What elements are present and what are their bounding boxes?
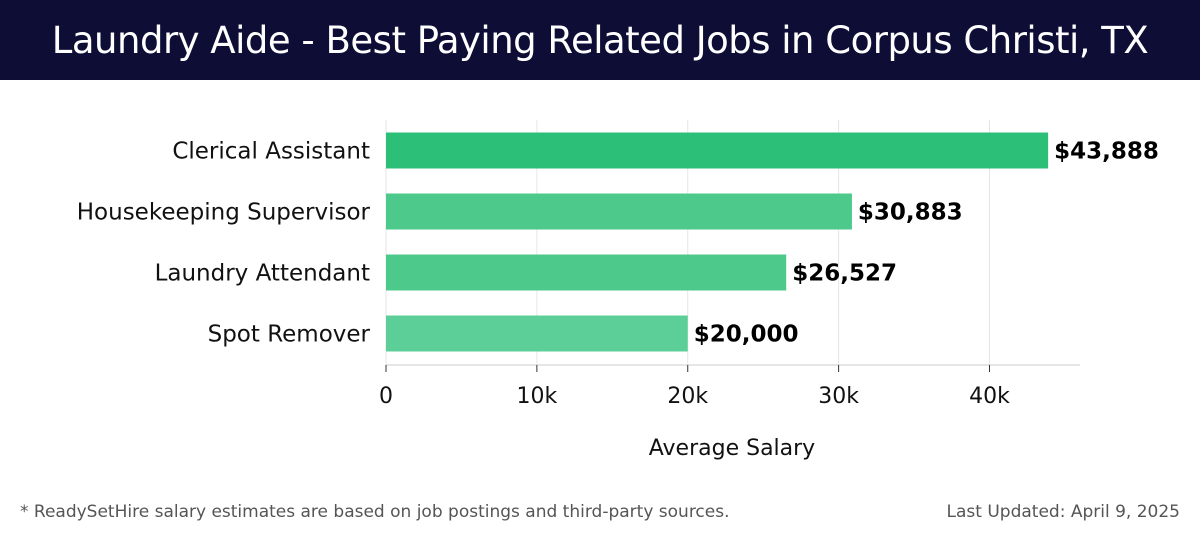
x-tick-label: 20k	[667, 384, 708, 409]
footer-note: * ReadySetHire salary estimates are base…	[20, 502, 730, 522]
category-label: Laundry Attendant	[155, 261, 370, 287]
bar	[386, 315, 688, 352]
bars	[386, 132, 1049, 352]
value-label: $20,000	[694, 322, 799, 348]
bar	[386, 193, 852, 230]
bar	[386, 132, 1049, 169]
labels: Clerical Assistant $43,888 Housekeeping Su…	[77, 139, 1159, 348]
x-tick-label: 40k	[969, 384, 1010, 409]
x-tick-label: 0	[379, 384, 393, 409]
value-label: $30,883	[858, 200, 963, 226]
bar	[386, 254, 787, 291]
category-label: Housekeeping Supervisor	[77, 200, 371, 226]
bar-chart: Clerical Assistant $43,888 Housekeeping Su…	[77, 120, 1159, 461]
value-label: $26,527	[792, 261, 897, 287]
category-label: Clerical Assistant	[172, 139, 370, 165]
x-tick-label: 30k	[818, 384, 859, 409]
chart-title: Laundry Aide - Best Paying Related Jobs …	[51, 18, 1149, 62]
x-axis-ticks: 0 10k 20k 30k 40k	[379, 365, 1010, 409]
category-label: Spot Remover	[208, 322, 371, 348]
chart-header: Laundry Aide - Best Paying Related Jobs …	[0, 0, 1200, 80]
x-tick-label: 10k	[517, 384, 558, 409]
value-label: $43,888	[1054, 139, 1159, 165]
x-axis-label: Average Salary	[649, 436, 815, 461]
last-updated: Last Updated: April 9, 2025	[946, 502, 1180, 522]
